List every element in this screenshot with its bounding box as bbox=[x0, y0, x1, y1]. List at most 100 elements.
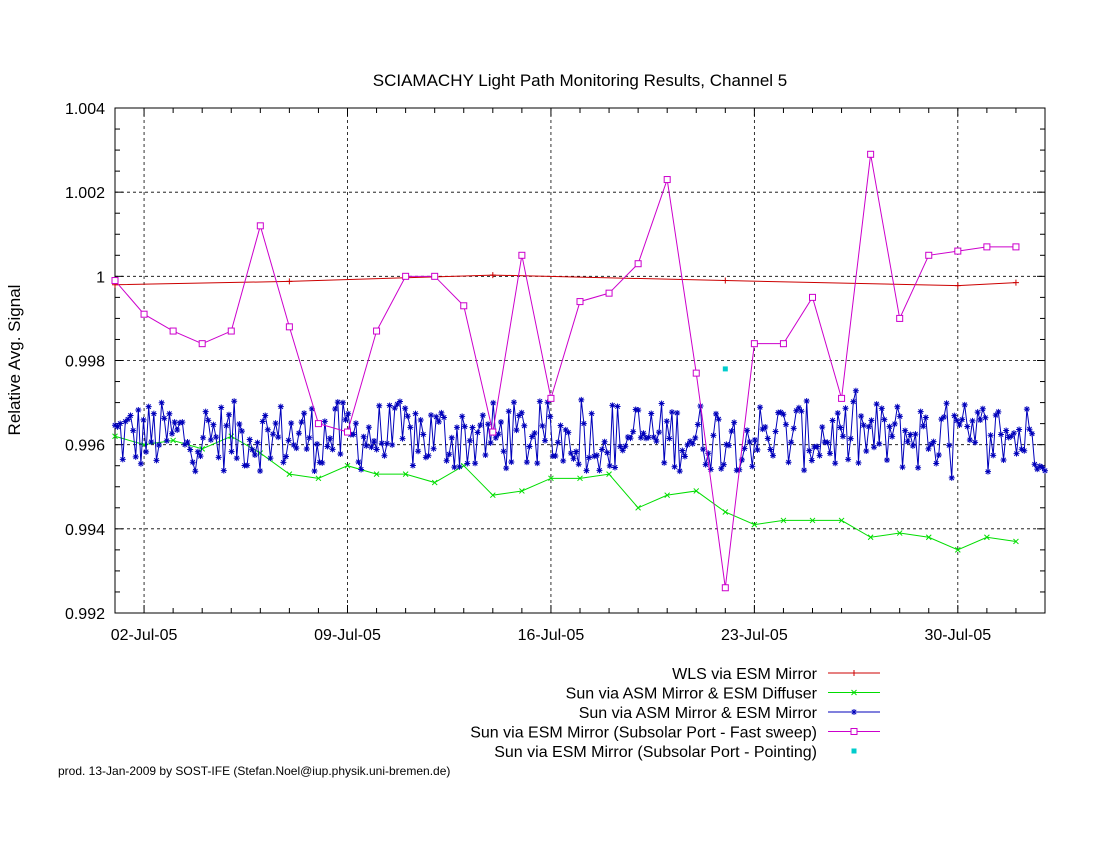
data-point bbox=[1034, 466, 1041, 473]
data-point bbox=[899, 464, 906, 471]
data-point bbox=[548, 475, 554, 482]
data-point bbox=[503, 465, 510, 472]
data-point bbox=[668, 409, 675, 416]
data-point bbox=[842, 405, 849, 412]
data-point bbox=[482, 452, 489, 459]
data-point bbox=[909, 442, 916, 449]
data-point bbox=[609, 402, 616, 409]
data-point bbox=[272, 420, 279, 427]
data-point bbox=[487, 439, 494, 446]
data-point bbox=[954, 547, 961, 553]
data-point bbox=[720, 461, 727, 468]
legend-marker bbox=[851, 748, 857, 754]
data-point bbox=[394, 401, 401, 408]
data-point bbox=[656, 429, 663, 436]
data-point bbox=[298, 419, 305, 426]
data-point bbox=[187, 446, 194, 453]
data-point bbox=[1036, 463, 1043, 470]
data-point bbox=[966, 436, 973, 443]
data-point bbox=[845, 456, 852, 463]
data-point bbox=[593, 452, 600, 459]
data-point bbox=[606, 462, 613, 469]
data-point bbox=[373, 471, 380, 477]
data-point bbox=[497, 419, 504, 426]
data-point bbox=[477, 422, 484, 429]
data-point bbox=[982, 414, 989, 421]
data-point bbox=[684, 441, 691, 448]
data-point bbox=[806, 447, 813, 454]
data-point bbox=[451, 464, 458, 471]
data-point bbox=[192, 468, 199, 475]
data-point bbox=[474, 429, 481, 436]
data-point bbox=[391, 405, 398, 412]
data-point bbox=[469, 424, 476, 431]
data-point bbox=[883, 457, 890, 464]
data-point bbox=[402, 272, 410, 280]
data-point bbox=[166, 410, 173, 417]
data-point bbox=[622, 443, 629, 450]
data-point bbox=[671, 463, 678, 470]
data-point bbox=[832, 460, 839, 467]
legend-label: Sun via ESM Mirror (Subsolar Port - Poin… bbox=[494, 744, 817, 761]
data-point bbox=[578, 396, 585, 403]
data-point bbox=[127, 412, 134, 419]
data-point bbox=[891, 420, 898, 427]
data-series bbox=[111, 150, 1048, 592]
data-point bbox=[227, 327, 235, 335]
y-tick-label: 1 bbox=[96, 269, 105, 286]
data-point bbox=[176, 419, 183, 426]
data-point bbox=[873, 401, 880, 408]
data-point bbox=[750, 340, 758, 348]
data-point bbox=[112, 433, 118, 440]
legend-label: Sun via ESM Mirror (Subsolar Port - Fast… bbox=[470, 725, 817, 742]
data-point bbox=[256, 222, 264, 230]
data-point bbox=[324, 443, 331, 450]
data-point bbox=[389, 441, 396, 448]
data-point bbox=[1042, 467, 1048, 474]
data-point bbox=[189, 459, 196, 466]
data-point bbox=[634, 260, 642, 268]
data-point bbox=[1005, 434, 1012, 441]
data-point bbox=[396, 398, 403, 405]
data-point bbox=[809, 517, 816, 524]
data-point bbox=[169, 327, 177, 335]
data-point bbox=[314, 441, 321, 448]
data-point bbox=[881, 416, 888, 423]
data-point bbox=[995, 408, 1002, 415]
data-point bbox=[645, 434, 652, 441]
data-point bbox=[213, 434, 220, 441]
legend-marker bbox=[851, 670, 857, 676]
data-point bbox=[867, 534, 874, 541]
data-point bbox=[725, 442, 732, 449]
y-tick-label: 0.996 bbox=[65, 438, 105, 455]
data-point bbox=[663, 418, 670, 425]
data-point bbox=[935, 451, 942, 458]
data-point bbox=[721, 584, 729, 592]
data-point bbox=[130, 427, 137, 434]
data-point bbox=[489, 272, 496, 279]
data-point bbox=[953, 417, 960, 424]
data-point bbox=[839, 433, 846, 440]
legend-marker bbox=[850, 728, 858, 735]
data-point bbox=[489, 492, 496, 499]
data-point bbox=[741, 445, 748, 452]
data-point bbox=[1039, 464, 1046, 471]
data-point bbox=[161, 415, 168, 422]
data-point bbox=[174, 426, 181, 433]
data-point bbox=[464, 460, 471, 467]
data-point bbox=[852, 387, 859, 394]
data-point bbox=[687, 438, 694, 445]
data-point bbox=[700, 446, 707, 453]
data-point bbox=[632, 406, 639, 413]
data-point bbox=[705, 450, 712, 457]
data-point bbox=[547, 413, 554, 420]
data-point bbox=[438, 409, 445, 416]
series-line bbox=[114, 154, 1016, 588]
data-point bbox=[425, 452, 432, 459]
data-point bbox=[814, 443, 821, 450]
data-point bbox=[867, 150, 875, 158]
y-tick-label: 0.992 bbox=[65, 606, 105, 623]
data-point bbox=[140, 310, 148, 318]
data-point bbox=[399, 435, 406, 442]
data-point bbox=[803, 398, 810, 405]
